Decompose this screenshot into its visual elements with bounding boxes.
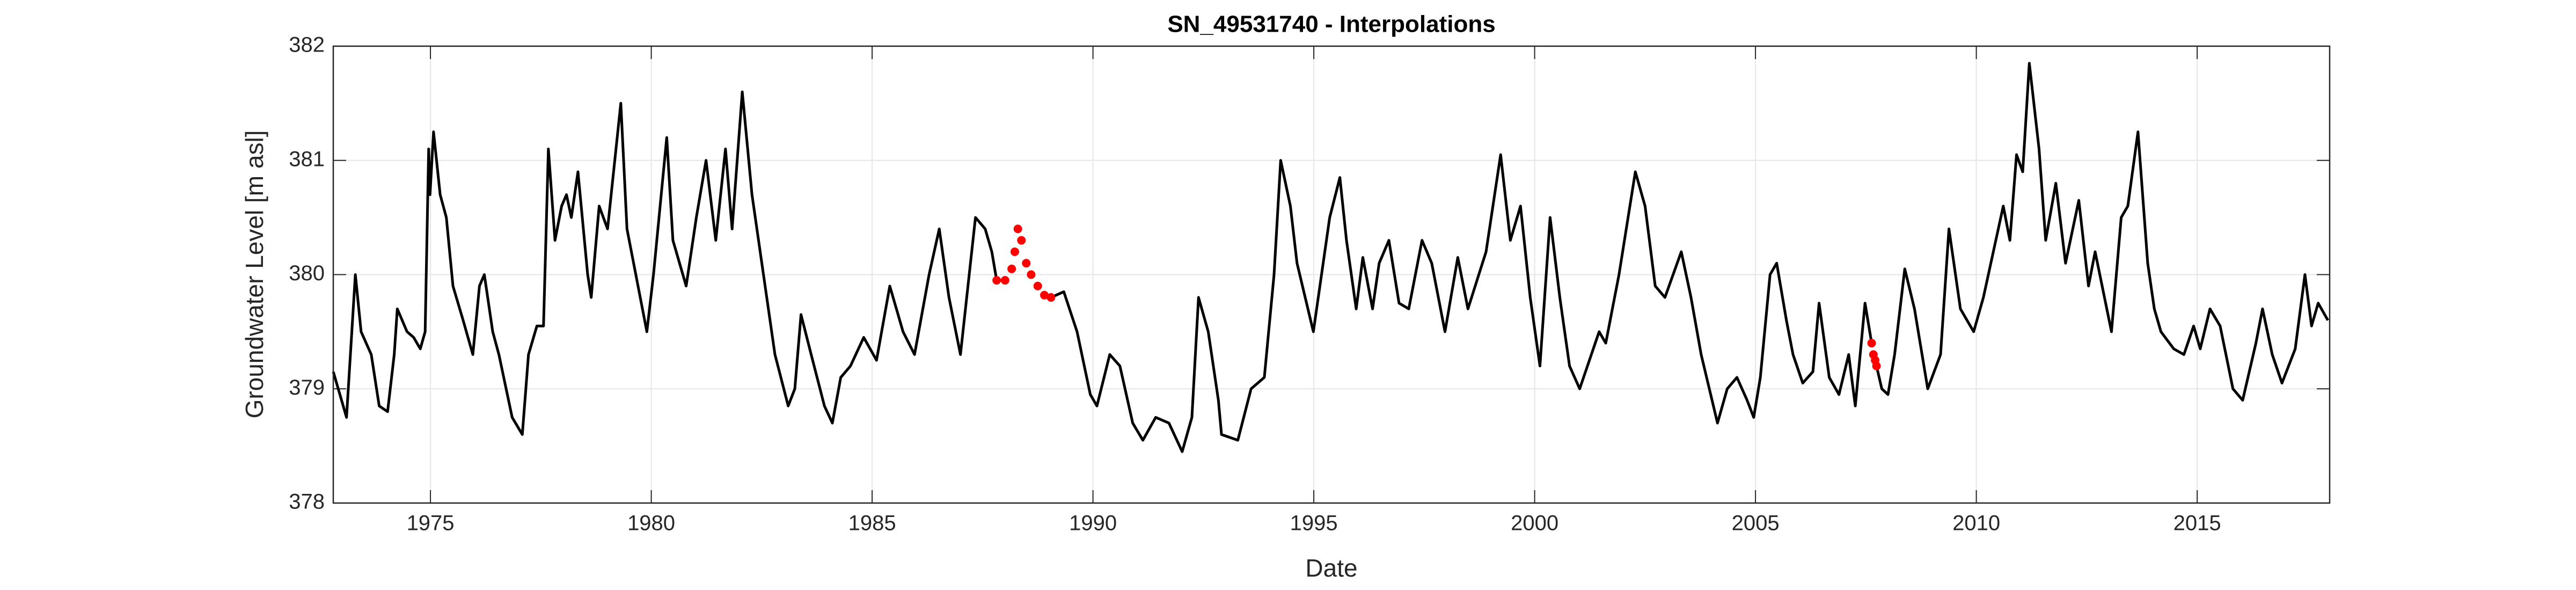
x-tick-label: 2010: [1952, 512, 2000, 535]
data-point: [1017, 236, 1026, 245]
x-tick-label: 1980: [627, 512, 675, 535]
x-tick-label: 1995: [1290, 512, 1338, 535]
plot-frame: [332, 45, 2331, 504]
x-tick-label: 2005: [1732, 512, 1780, 535]
y-tick-label: 381: [289, 147, 325, 171]
x-axis-label: Date: [1305, 554, 1357, 582]
data-line: [332, 62, 2329, 453]
data-point: [1000, 276, 1009, 285]
x-tick-label: 1985: [848, 512, 896, 535]
x-tick-label: 2000: [1511, 512, 1558, 535]
y-tick-label: 382: [289, 33, 325, 57]
x-tick-label: 1990: [1069, 512, 1117, 535]
data-point: [992, 276, 1001, 285]
data-point: [1872, 361, 1881, 370]
data-point: [1010, 247, 1019, 256]
data-point: [1013, 224, 1022, 234]
y-tick-label: 378: [289, 490, 325, 514]
y-axis-label: Groundwater Level [m asl]: [240, 130, 268, 419]
data-point: [1033, 281, 1042, 290]
data-point: [1046, 293, 1056, 302]
y-tick-label: 379: [289, 376, 325, 399]
data-point: [1040, 290, 1049, 300]
data-point: [1867, 339, 1876, 348]
y-tick-label: 380: [289, 261, 325, 285]
x-tick-label: 1975: [407, 512, 455, 535]
data-point: [1007, 264, 1016, 273]
x-tick-label: 2015: [2174, 512, 2221, 535]
data-point: [1027, 270, 1036, 279]
data-point: [1022, 259, 1031, 268]
chart-title: SN_49531740 - Interpolations: [1167, 11, 1495, 38]
